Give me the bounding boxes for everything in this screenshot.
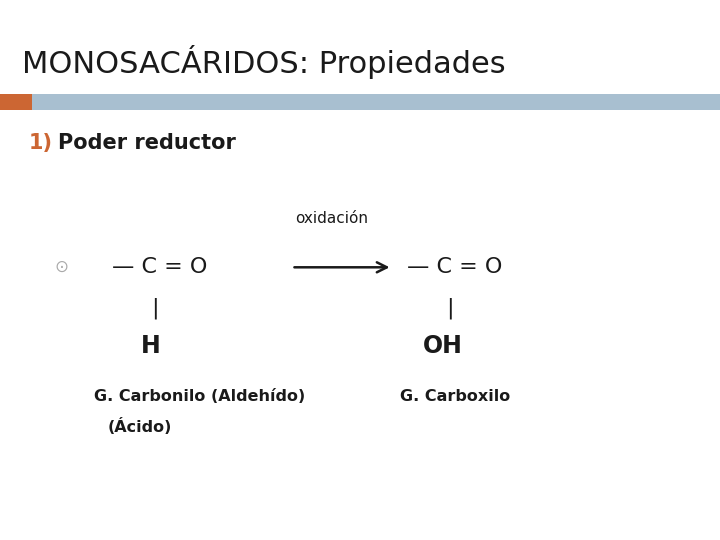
Text: OH: OH <box>423 334 463 357</box>
Text: (Ácido): (Ácido) <box>108 418 172 435</box>
Text: |: | <box>151 297 158 319</box>
Text: — C = O: — C = O <box>112 257 207 278</box>
Text: MONOSACÁRIDOS: Propiedades: MONOSACÁRIDOS: Propiedades <box>22 45 505 79</box>
Text: ⊙: ⊙ <box>54 258 68 276</box>
Bar <box>0 94 32 110</box>
Text: H: H <box>141 334 161 357</box>
Text: oxidación: oxidación <box>294 211 368 226</box>
Text: 1): 1) <box>29 133 53 153</box>
Text: — C = O: — C = O <box>407 257 502 278</box>
Text: G. Carboxilo: G. Carboxilo <box>400 389 510 404</box>
Text: |: | <box>446 297 454 319</box>
Text: G. Carbonilo (Aldehído): G. Carbonilo (Aldehído) <box>94 389 305 404</box>
Bar <box>0 94 720 110</box>
Text: Poder reductor: Poder reductor <box>58 133 235 153</box>
